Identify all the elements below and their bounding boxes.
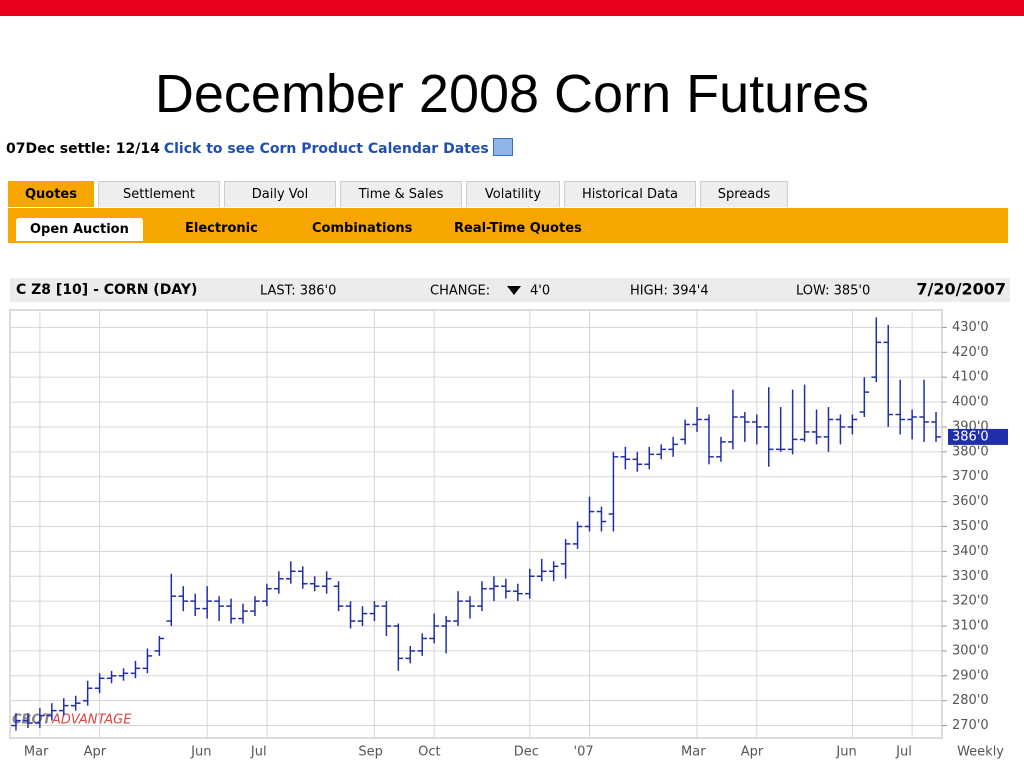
tab[interactable]: Volatility bbox=[466, 181, 560, 207]
x-tick-label: Jul bbox=[895, 745, 912, 760]
y-tick-label: 300'0 bbox=[952, 643, 989, 658]
y-tick-label: 340'0 bbox=[952, 544, 989, 559]
x-tick-label: Apr bbox=[84, 745, 107, 760]
y-tick-label: 290'0 bbox=[952, 668, 989, 683]
y-tick-label: 360'0 bbox=[952, 494, 989, 509]
last: LAST: 386'0 bbox=[260, 284, 336, 299]
last-price-box bbox=[948, 428, 1008, 445]
low: LOW: 385'0 bbox=[796, 284, 870, 299]
y-tick-label: 410'0 bbox=[952, 370, 989, 385]
tabs: Quotes Settlement Daily Vol Time & Sales… bbox=[8, 181, 788, 207]
y-tick-label: 370'0 bbox=[952, 469, 989, 484]
x-tick-label: Sep bbox=[358, 745, 383, 760]
y-tick-label: 430'0 bbox=[952, 320, 989, 335]
subtab[interactable]: Real-Time Quotes bbox=[454, 221, 582, 236]
date: 7/20/2007 bbox=[916, 280, 1006, 299]
subtab[interactable]: Electronic bbox=[185, 221, 258, 236]
x-tick-label: Apr bbox=[741, 745, 764, 760]
x-axis-note: Weekly bbox=[957, 745, 1004, 760]
change: 4'0 bbox=[530, 284, 550, 299]
y-tick-label: 380'0 bbox=[952, 444, 989, 459]
x-tick-label: Oct bbox=[418, 745, 440, 760]
chart-header bbox=[10, 278, 1010, 302]
tab[interactable]: Spreads bbox=[700, 181, 788, 207]
calendar-link[interactable]: Click to see Corn Product Calendar Dates bbox=[163, 141, 489, 157]
x-tick-label: Jul bbox=[250, 745, 267, 760]
x-tick-label: Jun bbox=[190, 745, 211, 760]
symbol: C Z8 [10] - CORN (DAY) bbox=[16, 282, 197, 298]
y-tick-label: 350'0 bbox=[952, 519, 989, 534]
y-tick-label: 280'0 bbox=[952, 693, 989, 708]
subtab-band bbox=[8, 208, 1008, 243]
x-tick-label: Jun bbox=[835, 745, 856, 760]
y-tick-label: 320'0 bbox=[952, 594, 989, 609]
down-arrow bbox=[507, 286, 521, 295]
tab[interactable]: Quotes bbox=[8, 181, 94, 207]
y-tick-label: 420'0 bbox=[952, 345, 989, 360]
x-tick-label: Mar bbox=[681, 745, 706, 760]
red-bar bbox=[0, 0, 1024, 16]
x-tick-label: Dec bbox=[514, 745, 539, 760]
settle: 07Dec settle: 12/14 bbox=[6, 141, 160, 157]
tab[interactable]: Historical Data bbox=[564, 181, 696, 207]
last-price-label: 386'0 bbox=[952, 429, 989, 444]
tab[interactable]: Time & Sales bbox=[340, 181, 462, 207]
tab[interactable]: Daily Vol bbox=[224, 181, 336, 207]
subtab[interactable]: Combinations bbox=[312, 221, 413, 236]
subtab[interactable]: Open Auction bbox=[16, 218, 143, 241]
watermark-product: ADVANTAGE bbox=[51, 713, 132, 728]
calendar-icon[interactable] bbox=[492, 138, 513, 156]
high: HIGH: 394'4 bbox=[630, 284, 709, 299]
plot-frame bbox=[9, 309, 943, 739]
x-tick-label: Mar bbox=[24, 745, 49, 760]
y-tick-label: 270'0 bbox=[952, 718, 989, 733]
y-tick-label: 400'0 bbox=[952, 395, 989, 410]
change-label: CHANGE: bbox=[430, 284, 490, 299]
y-tick-label: 310'0 bbox=[952, 619, 989, 634]
y-tick-label: 330'0 bbox=[952, 569, 989, 584]
x-tick-label: '07 bbox=[574, 745, 594, 760]
slide-title: December 2008 Corn Futures bbox=[154, 64, 870, 124]
tab[interactable]: Settlement bbox=[98, 181, 220, 207]
chart: C Z8 [10] - CORN (DAY) LAST: 386'0 CHANG… bbox=[9, 278, 1010, 760]
info-bar: 07Dec settle: 12/14 Click to see Corn Pro… bbox=[6, 138, 513, 157]
